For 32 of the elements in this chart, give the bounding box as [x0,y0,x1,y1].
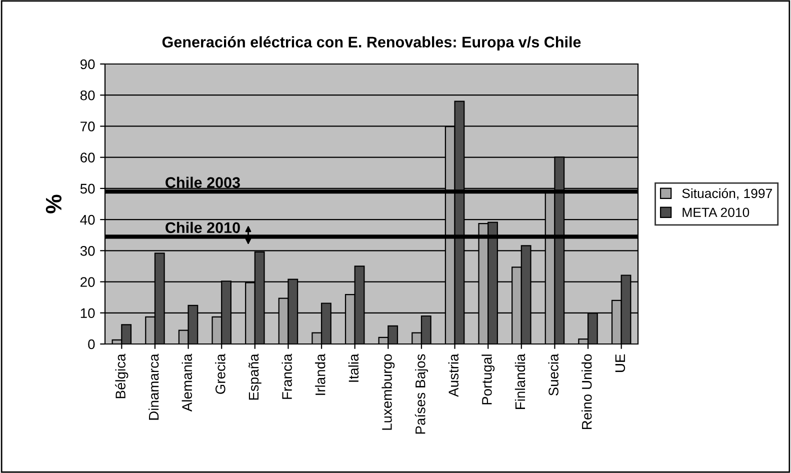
x-tick-label: Francia [282,354,292,399]
x-tick-label: Dinamarca [148,354,159,420]
x-tick-label: Austria [448,354,459,397]
y-tick-label: 60 [80,152,95,163]
x-tick-label: Luxemburgo [382,354,395,430]
y-tick-label: 50 [80,184,95,194]
y-tick-label: 70 [80,122,95,132]
x-tick-label: Irlanda [315,354,326,395]
x-tick-label: Finlandia [514,354,526,409]
x-tick-label: Suecia [548,354,558,396]
x-tick-label: Reino Unido [582,354,592,430]
y-tick-label: 90 [80,59,95,70]
x-tick-label: Países Bajos [414,354,428,434]
y-axis-title: % [46,194,62,214]
y-tick-label: 80 [80,90,95,100]
x-tick-label: Italia [348,354,359,382]
chart-title: Generación eléctrica con E. Renovables: Europa v/s Chile [162,36,581,51]
x-tick-label: España [248,354,262,400]
y-tick-label: 0 [88,339,95,350]
x-tick-label: Bélgica [115,354,128,398]
legend-label: Situación, 1997 [682,188,772,200]
y-tick-label: 20 [80,277,95,287]
x-tick-label: Alemania [182,354,192,412]
legend-label: META 2010 [682,208,750,218]
x-tick-label: Portugal [482,354,495,404]
y-tick-label: 40 [80,214,95,225]
x-tick-label: UE [615,354,626,372]
y-tick-label: 30 [80,246,95,256]
y-tick-label: 10 [80,308,95,318]
ref-line-label: Chile 2010 [166,222,240,234]
ref-line-label: Chile 2003 [166,176,240,188]
x-tick-label: Grecia [215,354,226,394]
